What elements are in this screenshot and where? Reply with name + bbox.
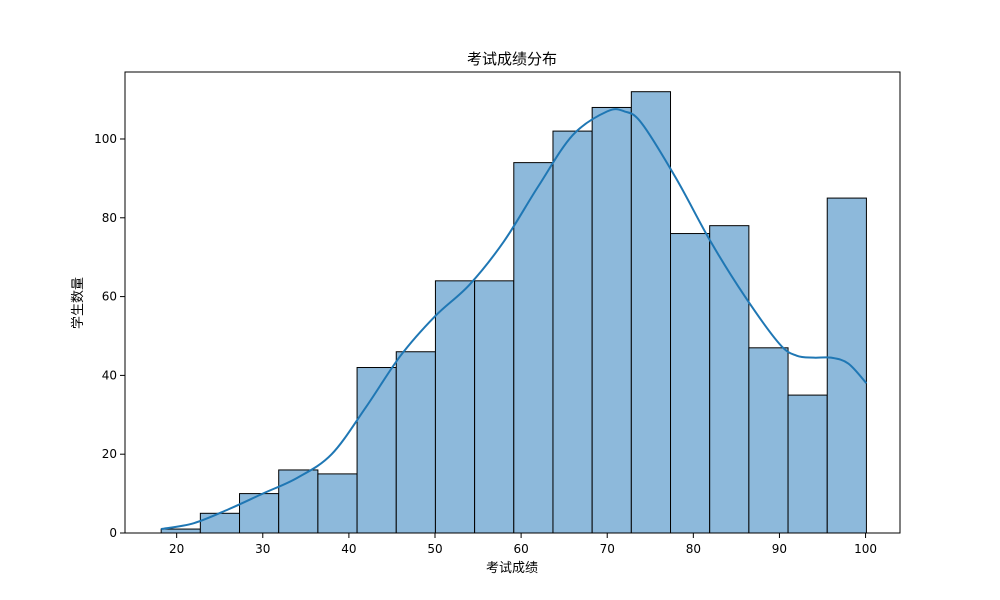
histogram-bar [160, 528, 201, 534]
x-tick-label: 80 [686, 542, 701, 556]
histogram-bar [356, 367, 397, 534]
y-axis-ticks: 0 20 40 60 80 100 [94, 132, 125, 540]
histogram-bar [748, 347, 789, 534]
histogram-bar [826, 197, 867, 534]
bars-group [160, 91, 867, 534]
x-tick-label: 40 [341, 542, 356, 556]
x-tick-label: 30 [255, 542, 270, 556]
histogram-bar [513, 162, 554, 534]
histogram-bar [630, 91, 672, 534]
histogram-bar [591, 106, 632, 534]
y-tick-label: 20 [102, 447, 117, 461]
x-tick-label: 90 [772, 542, 787, 556]
histogram-bar [670, 233, 711, 534]
x-tick-label: 20 [169, 542, 184, 556]
histogram-bar [787, 394, 828, 534]
y-tick-label: 100 [94, 132, 117, 146]
x-tick-label: 60 [513, 542, 528, 556]
histogram-bar [709, 225, 750, 534]
y-axis-label: 学生数量 [70, 277, 86, 329]
histogram-bar [474, 280, 515, 534]
histogram-bar [434, 280, 476, 534]
kde-curve [160, 108, 868, 531]
x-axis-label: 考试成绩 [486, 561, 538, 576]
histogram-bar [395, 351, 436, 534]
x-axis-ticks: 20 30 40 50 60 70 80 90 100 [169, 533, 877, 556]
x-tick-label: 50 [427, 542, 442, 556]
y-tick-label: 40 [102, 368, 117, 382]
chart-title: 考试成绩分布 [467, 50, 557, 68]
histogram-bar [199, 512, 241, 534]
y-tick-label: 60 [102, 290, 117, 304]
histogram-bar [552, 130, 593, 534]
plot-frame [124, 71, 901, 534]
histogram-bar [278, 469, 319, 534]
x-tick-label: 100 [854, 542, 877, 556]
y-tick-label: 80 [102, 211, 117, 225]
histogram-bar [239, 493, 280, 534]
x-tick-label: 70 [600, 542, 615, 556]
histogram-bar [317, 473, 358, 534]
y-tick-label: 0 [109, 526, 117, 540]
